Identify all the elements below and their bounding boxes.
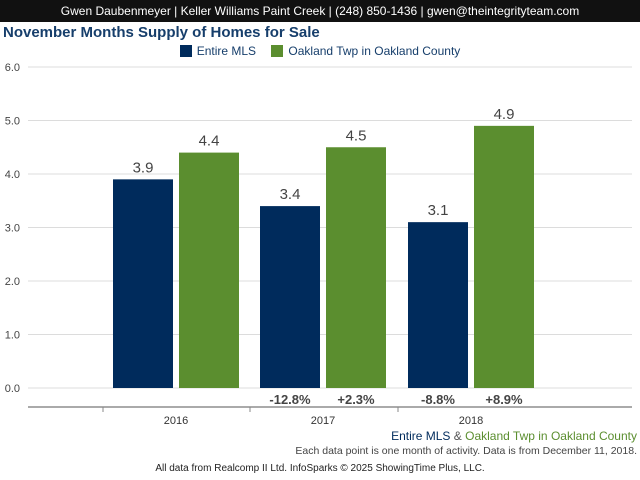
footer-legend-entire-mls: Entire MLS — [391, 429, 451, 443]
legend-swatch-entire-mls — [179, 45, 192, 57]
bar-change-label: -8.8% — [421, 392, 455, 407]
legend-swatch-oakland-twp — [271, 45, 284, 57]
bar-value-label: 3.9 — [133, 159, 154, 176]
legend-item-entire-mls[interactable]: Entire MLS — [179, 44, 257, 58]
bar-change-label: +8.9% — [485, 392, 523, 407]
footer-legend-separator: & — [450, 429, 466, 443]
x-tick-label: 2016 — [164, 415, 188, 427]
bar — [408, 222, 468, 388]
legend-label-oakland-twp: Oakland Twp in Oakland County — [288, 44, 461, 58]
y-tick-label: 5.0 — [5, 116, 20, 128]
y-tick-label: 1.0 — [5, 330, 20, 342]
legend-label-entire-mls: Entire MLS — [196, 44, 257, 58]
bar — [474, 125, 534, 388]
bar — [179, 152, 239, 388]
y-tick-label: 6.0 — [5, 62, 20, 74]
chart-title: November Months Supply of Homes for Sale — [3, 24, 320, 41]
data-credit: All data from Realcomp II Ltd. InfoSpark… — [155, 463, 485, 474]
bar-change-label: +2.3% — [337, 392, 375, 407]
y-tick-label: 3.0 — [5, 223, 20, 235]
legend-item-oakland-twp[interactable]: Oakland Twp in Oakland County — [271, 44, 460, 58]
data-note: Each data point is one month of activity… — [295, 445, 637, 457]
bar-change-label: -12.8% — [269, 392, 311, 407]
bar-value-label: 3.4 — [280, 186, 301, 203]
bar — [326, 147, 386, 388]
x-tick-label: 2017 — [311, 415, 335, 427]
footer-legend-oakland-twp: Oakland Twp in Oakland County — [465, 429, 637, 443]
bar — [260, 206, 320, 388]
bar-value-label: 4.4 — [199, 133, 220, 150]
y-tick-label: 4.0 — [5, 169, 20, 181]
bar-value-label: 3.1 — [428, 202, 449, 219]
y-tick-label: 2.0 — [5, 276, 20, 288]
agent-contact-banner: Gwen Daubenmeyer | Keller Williams Paint… — [0, 0, 640, 22]
footer-legend: Entire MLS & Oakland Twp in Oakland Coun… — [391, 429, 637, 443]
bar-value-label: 4.9 — [494, 106, 515, 123]
y-tick-label: 0.0 — [5, 383, 20, 395]
chart-legend: Entire MLS Oakland Twp in Oakland County — [0, 44, 640, 58]
bar — [113, 179, 173, 388]
x-tick-label: 2018 — [459, 415, 483, 427]
bar-value-label: 4.5 — [346, 127, 367, 144]
